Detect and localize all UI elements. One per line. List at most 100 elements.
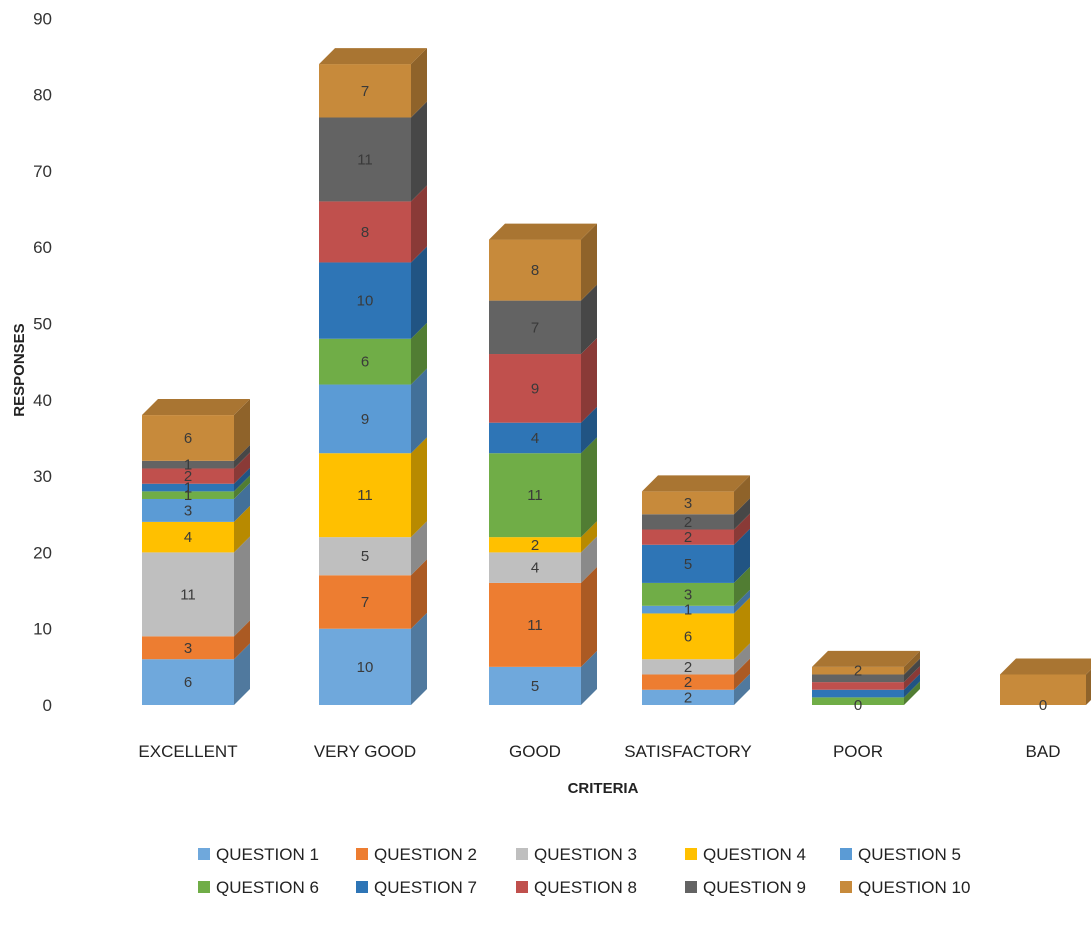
data-label: 5 xyxy=(361,548,369,565)
data-label: 7 xyxy=(531,319,539,336)
legend-swatch xyxy=(685,848,697,860)
bar-segment-side xyxy=(411,437,427,538)
legend-label: QUESTION 6 xyxy=(216,878,319,897)
bar-segment-side xyxy=(234,452,250,484)
y-tick-label: 60 xyxy=(33,238,52,257)
data-label: 7 xyxy=(361,83,369,100)
bar-segment-side xyxy=(411,612,427,705)
bar-segment xyxy=(319,537,411,576)
bar-segment xyxy=(489,239,581,301)
bar-segment xyxy=(812,697,904,705)
y-tick-label: 90 xyxy=(33,9,52,28)
data-label: 5 xyxy=(531,678,539,695)
bar-segment xyxy=(489,354,581,423)
data-label: 1 xyxy=(684,602,692,619)
legend-swatch xyxy=(516,848,528,860)
y-tick-label: 80 xyxy=(33,86,52,105)
bar-segment xyxy=(142,415,234,461)
data-label: 11 xyxy=(527,487,543,504)
bar-segment xyxy=(319,201,411,263)
data-label: 2 xyxy=(684,659,692,676)
bar-segment xyxy=(319,384,411,454)
bar-segment-side xyxy=(581,223,597,301)
legend-swatch xyxy=(198,881,210,893)
bar-segment-side xyxy=(411,368,427,454)
bar-segment-side xyxy=(1086,669,1091,705)
bar-segment-side xyxy=(581,437,597,538)
x-axis-title: CRITERIA xyxy=(568,780,639,797)
bar-segment-side xyxy=(581,338,597,423)
bar-segment-side xyxy=(734,589,750,614)
data-label: 3 xyxy=(684,586,692,603)
bar-segment xyxy=(319,64,411,118)
bar-segment-side xyxy=(734,597,750,660)
legend: QUESTION 1 QUESTION 2 QUESTION 3 QUESTION 4… xyxy=(198,845,970,897)
bar-top-face xyxy=(1000,658,1091,675)
data-label: 4 xyxy=(184,529,192,546)
bar-segment xyxy=(142,636,234,660)
bar-segment-side xyxy=(581,406,597,454)
bar-segment xyxy=(319,453,411,538)
bar-segment xyxy=(642,529,734,545)
legend-label: QUESTION 1 xyxy=(216,845,319,864)
legend-swatch xyxy=(356,848,368,860)
data-label: 4 xyxy=(531,560,539,577)
data-label: 11 xyxy=(180,586,196,603)
y-tick-label: 10 xyxy=(33,620,52,639)
bar-segment xyxy=(489,552,581,583)
bar-top-face xyxy=(142,399,250,416)
bar-segment-side xyxy=(234,643,250,705)
bar-segment xyxy=(319,262,411,339)
data-label: 11 xyxy=(527,617,543,634)
bar-segment-side xyxy=(234,505,250,553)
data-label: 4 xyxy=(531,430,539,447)
bar-top-face xyxy=(642,475,750,492)
bar-segment-side xyxy=(581,536,597,583)
bar-segment xyxy=(489,582,581,667)
data-label: 0 xyxy=(1039,697,1047,714)
legend-label: QUESTION 7 xyxy=(374,878,477,897)
bar-segment xyxy=(142,659,234,705)
bar-segment-side xyxy=(411,48,427,118)
bar-segment xyxy=(812,689,904,698)
bar-segment xyxy=(489,422,581,454)
legend-label: QUESTION 3 xyxy=(534,845,637,864)
legend-swatch xyxy=(356,881,368,893)
bar-segment xyxy=(489,453,581,538)
bar-segment xyxy=(319,338,411,385)
data-label: 10 xyxy=(357,293,374,310)
y-tick-label: 30 xyxy=(33,467,52,486)
bar-segment-side xyxy=(581,521,597,553)
data-label: 11 xyxy=(357,487,373,504)
y-tick-label: 40 xyxy=(33,391,52,410)
bar-segment xyxy=(642,689,734,705)
bar-segment-side xyxy=(411,246,427,339)
data-label: 2 xyxy=(684,674,692,691)
y-tick-label: 50 xyxy=(33,315,52,334)
bar-top-face xyxy=(489,223,597,240)
bar-segment xyxy=(812,674,904,683)
y-tick-label: 70 xyxy=(33,162,52,181)
bar-segment xyxy=(142,498,234,522)
data-label: 10 xyxy=(357,659,374,676)
data-label: 0 xyxy=(854,697,862,714)
bar-top-face xyxy=(319,48,427,65)
data-label: 2 xyxy=(684,529,692,546)
legend-swatch xyxy=(840,881,852,893)
x-category-label: GOOD xyxy=(509,742,561,761)
data-label: 5 xyxy=(684,556,692,573)
legend-swatch xyxy=(685,881,697,893)
x-category-label: EXCELLENT xyxy=(138,742,237,761)
bar-segment-side xyxy=(411,322,427,385)
data-label: 2 xyxy=(184,468,192,485)
data-label: 1 xyxy=(184,480,192,497)
bar-stacks: 6311431121610751196108117511421149782226… xyxy=(142,48,1091,714)
legend-label: QUESTION 4 xyxy=(703,845,806,864)
bar-segment-side xyxy=(734,673,750,705)
bar-segment xyxy=(142,491,234,499)
bar-segment xyxy=(142,460,234,469)
data-label: 9 xyxy=(531,380,539,397)
y-tick-label: 0 xyxy=(43,696,52,715)
bar-segment-side xyxy=(581,284,597,355)
